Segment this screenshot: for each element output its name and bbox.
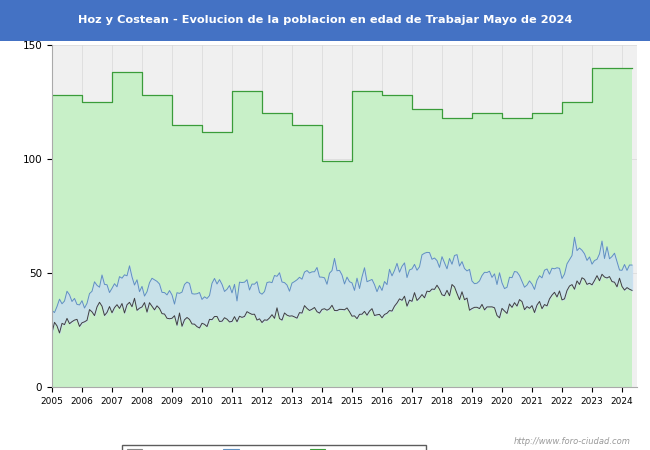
Text: http://www.foro-ciudad.com: http://www.foro-ciudad.com xyxy=(514,436,630,446)
Text: Hoz y Costean - Evolucion de la poblacion en edad de Trabajar Mayo de 2024: Hoz y Costean - Evolucion de la poblacio… xyxy=(78,15,572,25)
Legend: Ocupados, Parados, Hab. entre 16-64: Ocupados, Parados, Hab. entre 16-64 xyxy=(122,446,426,450)
